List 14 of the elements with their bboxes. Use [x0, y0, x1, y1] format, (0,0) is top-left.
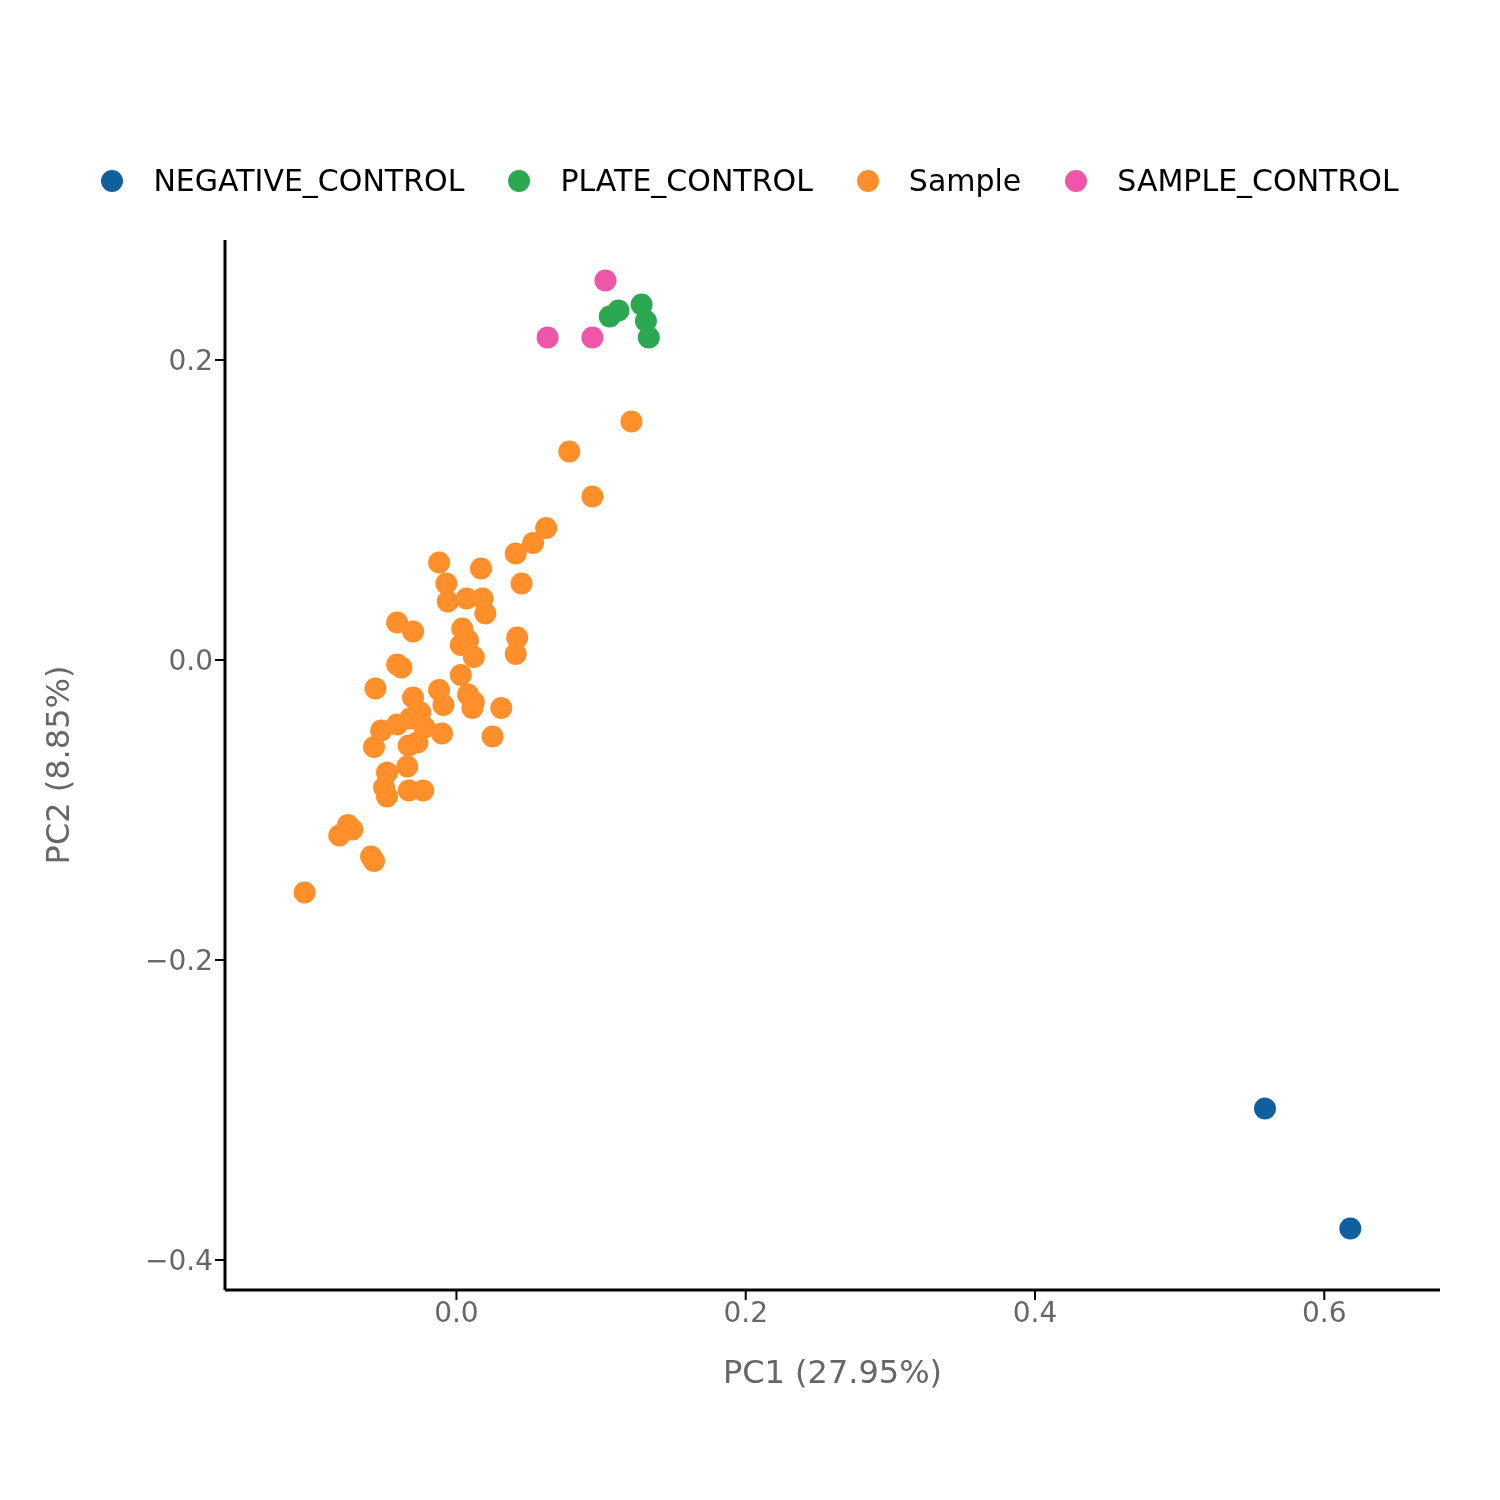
x-tick-label: 0.0	[434, 1295, 479, 1329]
legend-label: NEGATIVE_CONTROL	[153, 163, 465, 198]
x-tick-label: 0.6	[1302, 1295, 1347, 1329]
legend-label: Sample	[908, 163, 1022, 198]
y-tick-label: 0.0	[168, 643, 213, 677]
x-tick-label: 0.4	[1012, 1295, 1058, 1329]
y-axis-title: PC2 (8.85%)	[39, 665, 78, 865]
y-tick-label: −0.2	[145, 943, 213, 977]
x-tick-label: 0.2	[723, 1295, 768, 1329]
y-tick-label: −0.4	[145, 1243, 213, 1277]
legend-label: SAMPLE_CONTROL	[1117, 163, 1399, 198]
y-tick-label: 0.2	[168, 343, 213, 377]
legend-label: PLATE_CONTROL	[560, 163, 813, 198]
x-axis-title: PC1 (27.95%)	[722, 1352, 943, 1391]
